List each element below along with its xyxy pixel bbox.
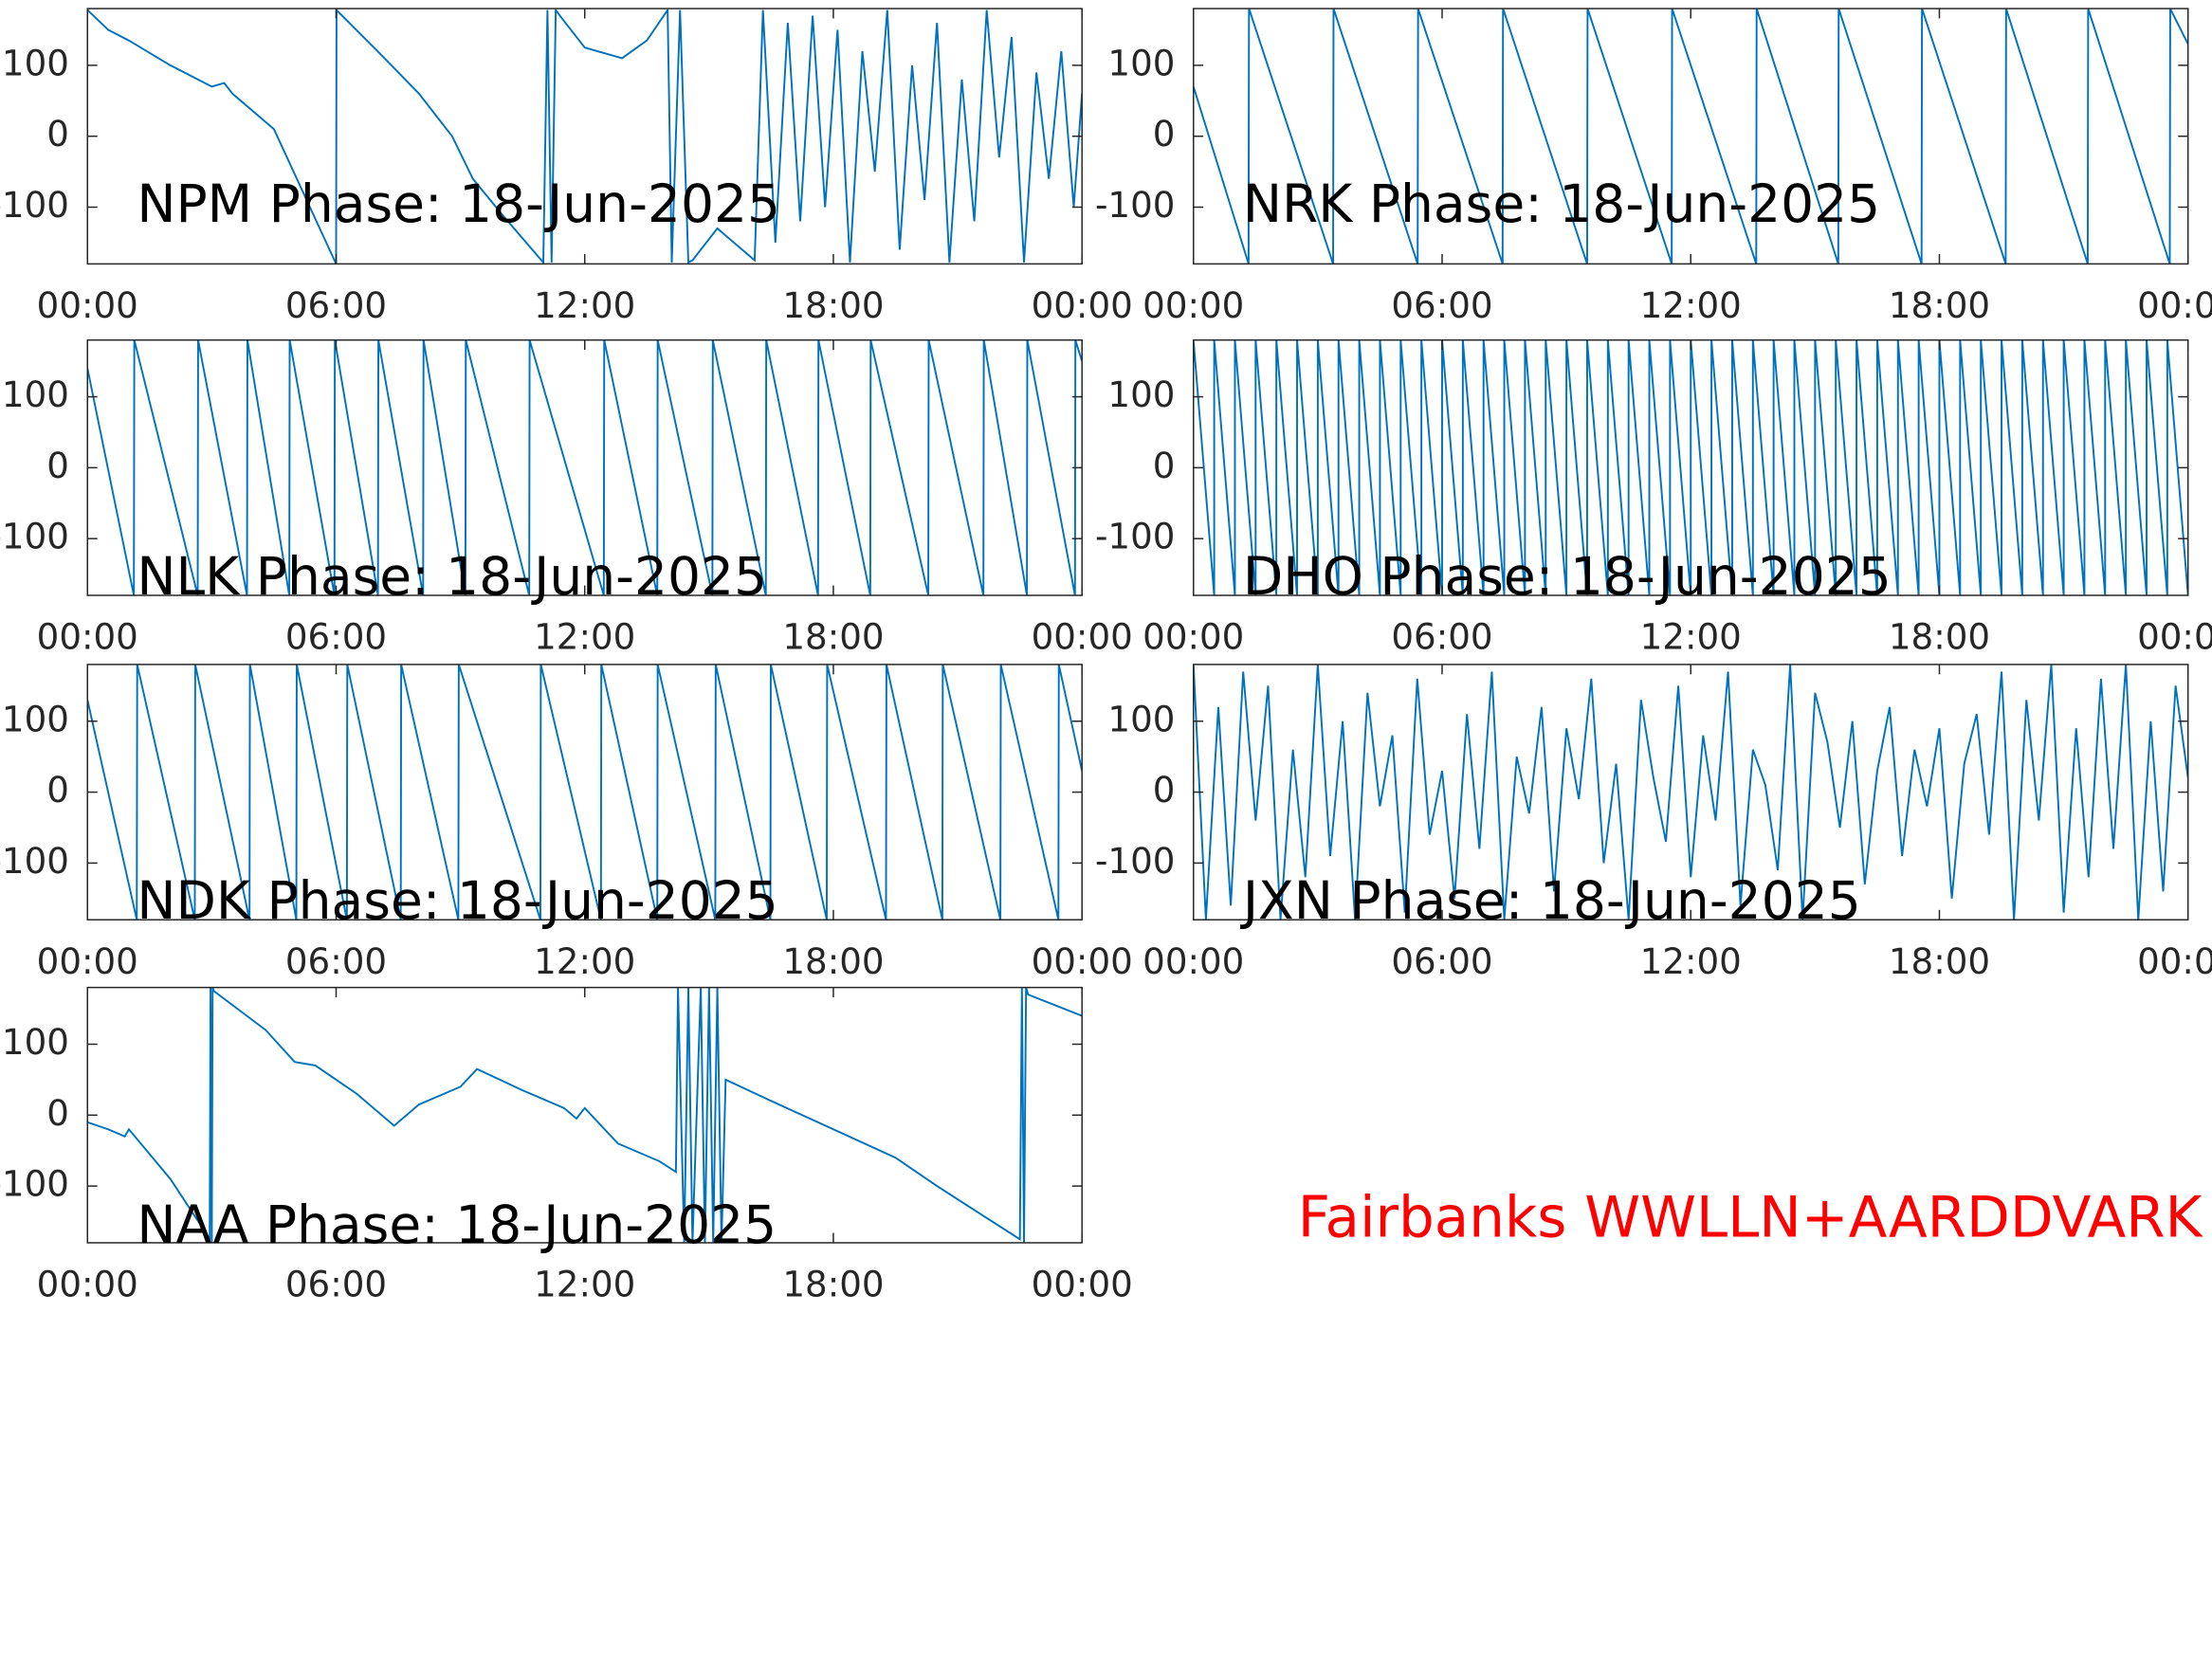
phase-line [1193,664,2188,921]
x-tick-label: 00:00 [2137,940,2212,982]
y-tick-label: 100 [1107,374,1175,415]
y-tick-label: 100 [1107,698,1175,739]
x-tick-label: 06:00 [285,1264,387,1305]
x-tick-label: 12:00 [534,284,635,326]
x-tick-label: 00:00 [1032,1264,1133,1305]
y-tick-label: -100 [0,516,69,557]
x-tick-label: 18:00 [1889,940,1990,982]
y-tick-label: -100 [1095,516,1175,557]
x-tick-label: 06:00 [285,616,387,658]
x-tick-label: 00:00 [1032,940,1133,982]
x-tick-label: 00:00 [1032,284,1133,326]
y-tick-label: 0 [1153,445,1176,486]
x-tick-label: 06:00 [285,284,387,326]
y-tick-label: 100 [2,374,69,415]
y-tick-label: 0 [1153,113,1176,155]
subplot: 00:00 06:00 12:00 18:00 00:00 -100 0 100 NPM Pha… [0,8,1133,326]
y-tick-label: -100 [1095,184,1175,226]
x-tick-label: 18:00 [782,284,884,326]
x-tick-label: 00:00 [37,1264,138,1305]
subplot-title: DHO Phase: 18-Jun-2025 [1243,546,1892,607]
subplot: 00:00 06:00 12:00 18:00 00:00 -100 0 100 DHO Pha… [1095,338,2212,658]
x-tick-label: 18:00 [782,616,884,658]
y-tick-label: 100 [2,42,69,83]
y-tick-label: -100 [0,184,69,226]
x-tick-label: 06:00 [1391,616,1492,658]
subplot-title: JXN Phase: 18-Jun-2025 [1240,870,1861,931]
annotation: Fairbanks WWLLN+AARDDVARK [1298,1186,2204,1251]
subplot: 00:00 06:00 12:00 18:00 00:00 -100 0 100 NAA Pha… [0,986,1133,1305]
x-tick-label: 12:00 [1640,284,1742,326]
y-tick-label: 0 [46,1092,69,1134]
phase-line [87,987,1083,1243]
y-tick-label: 100 [2,1021,69,1063]
x-tick-label: 00:00 [1032,616,1133,658]
y-tick-label: 0 [46,769,69,811]
x-tick-label: 00:00 [1143,940,1244,982]
y-tick-label: -100 [0,840,69,882]
subplot-title: NDK Phase: 18-Jun-2025 [137,870,778,931]
x-tick-label: 12:00 [534,1264,635,1305]
y-tick-label: -100 [0,1163,69,1205]
phase-line [1193,9,2188,264]
subplot: 00:00 06:00 12:00 18:00 00:00 -100 0 100 JXN Pha… [1095,664,2212,982]
x-tick-label: 12:00 [534,940,635,982]
subplot: 00:00 06:00 12:00 18:00 00:00 -100 0 100 NDK Pha… [0,664,1133,982]
y-tick-label: 0 [46,113,69,155]
subplot-title: NAA Phase: 18-Jun-2025 [137,1194,777,1255]
subplot-title: NPM Phase: 18-Jun-2025 [137,173,780,234]
y-tick-label: 100 [1107,42,1175,83]
subplot-title: NLK Phase: 18-Jun-2025 [137,546,767,607]
x-tick-label: 12:00 [534,616,635,658]
x-tick-label: 00:00 [37,940,138,982]
y-tick-label: 0 [46,445,69,486]
y-tick-label: 100 [2,698,69,739]
subplot-title: NRK Phase: 18-Jun-2025 [1243,173,1880,234]
x-tick-label: 00:00 [1143,616,1244,658]
x-tick-label: 18:00 [1889,616,1990,658]
phase-line [1193,339,2188,596]
x-tick-label: 00:00 [2137,616,2212,658]
x-tick-label: 06:00 [285,940,387,982]
x-tick-label: 12:00 [1640,616,1742,658]
y-tick-label: 0 [1153,769,1176,811]
x-tick-label: 18:00 [782,940,884,982]
phase-line [87,339,1083,596]
x-tick-label: 00:00 [2137,284,2212,326]
x-tick-label: 12:00 [1640,940,1742,982]
x-tick-label: 00:00 [1143,284,1244,326]
x-tick-label: 18:00 [782,1264,884,1305]
phase-line [87,9,1083,264]
x-tick-label: 06:00 [1391,940,1492,982]
x-tick-label: 06:00 [1391,284,1492,326]
phase-line [87,664,1083,921]
subplot: 00:00 06:00 12:00 18:00 00:00 -100 0 100 NLK Pha… [0,338,1133,658]
subplot: 00:00 06:00 12:00 18:00 00:00 -100 0 100 NRK Pha… [1095,8,2212,326]
x-tick-label: 18:00 [1889,284,1990,326]
x-tick-label: 00:00 [37,616,138,658]
x-tick-label: 00:00 [37,284,138,326]
y-tick-label: -100 [1095,840,1175,882]
